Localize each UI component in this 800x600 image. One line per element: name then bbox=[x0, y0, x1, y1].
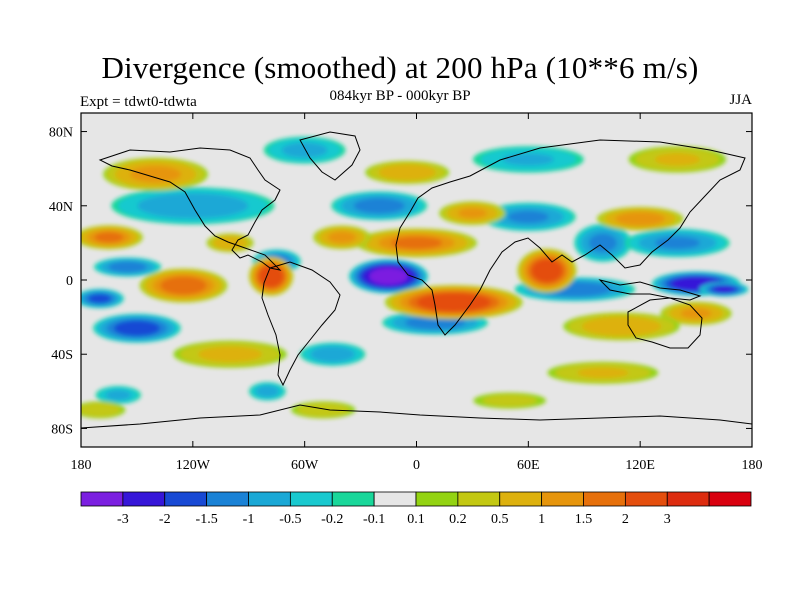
experiment-label: Expt = tdwt0-tdwta bbox=[80, 94, 197, 110]
colorbar-label: -0.1 bbox=[363, 512, 385, 527]
field-band-4-4 bbox=[88, 294, 111, 304]
y-axis-label: 80N bbox=[49, 126, 73, 141]
field-band-3-4 bbox=[113, 320, 160, 336]
field-band-0-6 bbox=[369, 267, 408, 285]
field-band-34-2 bbox=[577, 367, 629, 378]
colorbar-swatch bbox=[80, 491, 124, 507]
colorbar-label: -0.2 bbox=[321, 512, 343, 527]
colorbar-label: 0.2 bbox=[449, 512, 467, 527]
antarctica-coastline bbox=[81, 404, 752, 429]
season-label: JJA bbox=[729, 92, 752, 108]
colorbar-label: -3 bbox=[117, 512, 129, 527]
field-band-20-5 bbox=[416, 293, 491, 312]
field-band-25-3 bbox=[615, 211, 665, 226]
field-band-12-3 bbox=[654, 236, 700, 250]
colorbar-swatch bbox=[331, 491, 375, 507]
field-band-37-1 bbox=[296, 402, 350, 417]
field-band-28-3 bbox=[680, 308, 712, 319]
colorbar-swatch bbox=[164, 491, 208, 507]
field-band-36-1 bbox=[81, 402, 121, 417]
colorbar-label: 1 bbox=[538, 512, 545, 527]
field-band-23-4 bbox=[94, 232, 124, 243]
colorbar-swatch bbox=[289, 491, 333, 507]
colorbar-label: -1 bbox=[243, 512, 255, 527]
colorbar-label: -1.5 bbox=[196, 512, 218, 527]
colorbar-label: -2 bbox=[159, 512, 171, 527]
colorbar-swatch bbox=[624, 491, 668, 507]
field-band-11-3 bbox=[507, 210, 549, 224]
y-axis-label: 40S bbox=[51, 348, 73, 363]
x-axis-label: 120W bbox=[176, 458, 211, 473]
north-america-coastline bbox=[98, 147, 282, 271]
x-axis-label: 120E bbox=[625, 458, 655, 473]
colorbar-label: 0.1 bbox=[407, 512, 425, 527]
y-axis-label: 0 bbox=[66, 274, 73, 289]
south-america-coastline bbox=[261, 261, 341, 387]
x-axis-label: 0 bbox=[413, 458, 420, 473]
field-band-21-5 bbox=[531, 259, 563, 283]
map-plot-area bbox=[81, 113, 752, 447]
field-band-2-5 bbox=[713, 286, 735, 293]
map-title: Divergence (smoothed) at 200 hPa (10**6 … bbox=[101, 50, 699, 85]
x-axis-label: 180 bbox=[71, 458, 92, 473]
colorbar-swatch bbox=[248, 491, 291, 507]
map-subtitle: 084kyr BP - 000kyr BP bbox=[329, 88, 471, 104]
y-axis-label: 80S bbox=[51, 422, 73, 437]
field-band-14-2 bbox=[281, 142, 328, 158]
greenland-coastline bbox=[299, 131, 361, 181]
eurasia-africa-coastline bbox=[395, 139, 746, 336]
colorbar-swatch bbox=[457, 491, 501, 507]
colorbar-swatch bbox=[708, 491, 752, 507]
colorbar-swatch bbox=[373, 491, 417, 507]
field-band-17-2 bbox=[105, 389, 132, 401]
field-band-30-2 bbox=[581, 316, 662, 336]
y-axis-label: 40N bbox=[49, 200, 73, 215]
field-band-22-4 bbox=[160, 276, 207, 295]
x-axis-label: 180 bbox=[742, 458, 763, 473]
field-band-29-3 bbox=[130, 166, 182, 183]
colorbar-swatch bbox=[541, 491, 584, 507]
coastlines bbox=[81, 131, 752, 429]
colorbar-label: 2 bbox=[622, 512, 629, 527]
field-band-6-3 bbox=[108, 261, 147, 273]
x-axis-label: 60W bbox=[291, 458, 319, 473]
field-band-27-3 bbox=[328, 231, 356, 244]
field-band-31-2 bbox=[378, 164, 436, 181]
australia-coastline bbox=[627, 297, 703, 349]
colorbar-swatch bbox=[122, 491, 166, 507]
colorbar: -3 -2 -1.5 -1 -0.5 -0.2 -0.1 0.1 0.2 0.5 1 1.5 2 3 bbox=[80, 491, 752, 527]
field-band-15-2 bbox=[502, 153, 554, 166]
field-band-38-1 bbox=[482, 394, 538, 407]
map-axes: 80N 40N 0 40S 80S 180 120W 60W 0 60E 120E 180 bbox=[49, 113, 763, 473]
colorbar-swatch bbox=[206, 491, 249, 507]
colorbar-swatch bbox=[666, 491, 710, 507]
field-band-26-3 bbox=[458, 208, 487, 219]
colorbar-swatch bbox=[499, 491, 543, 507]
field-band-35-2 bbox=[654, 153, 700, 166]
colorbar-swatch bbox=[415, 491, 459, 507]
field-band-24-4 bbox=[390, 236, 443, 250]
field-band-18-2 bbox=[255, 385, 279, 398]
indonesia-coastline bbox=[598, 279, 702, 301]
colorbar-label: 3 bbox=[664, 512, 671, 527]
colorbar-label: -0.5 bbox=[279, 512, 301, 527]
colorbar-label: 1.5 bbox=[575, 512, 593, 527]
field-band-16-2 bbox=[310, 346, 355, 363]
colorbar-label: 0.5 bbox=[491, 512, 509, 527]
x-axis-label: 60E bbox=[517, 458, 540, 473]
field-band-7-3 bbox=[353, 198, 405, 214]
divergence-field bbox=[81, 136, 749, 419]
field-band-33-2 bbox=[198, 346, 262, 362]
colorbar-swatch bbox=[583, 491, 626, 507]
